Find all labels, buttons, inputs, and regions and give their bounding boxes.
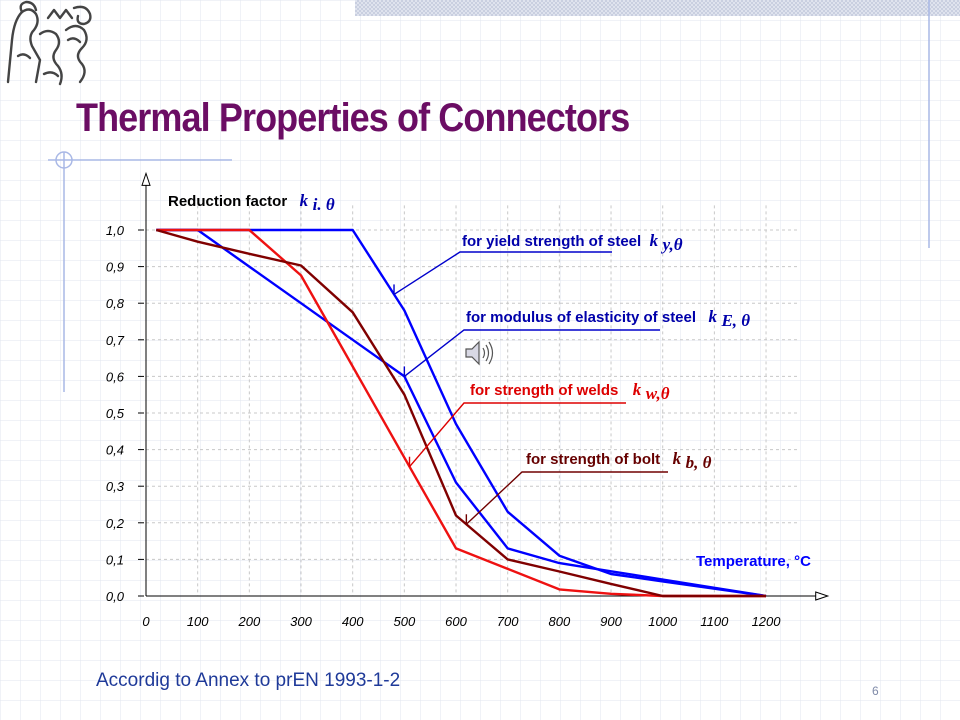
x-tick-label: 300 [290,614,312,629]
series-bolt-line [155,228,766,598]
x-tick-label: 500 [393,614,415,629]
y-axis-label-subscript: i. θ [313,195,335,214]
top-pattern-band [355,0,960,16]
y-tick-label: 0,8 [106,296,125,311]
y-tick-label: 1,0 [106,223,125,238]
y-axis-label-text: Reduction factor [168,193,287,210]
legend-yield-subscript: y,θ [661,235,683,254]
legend-bolt-text: for strength of bolt [526,451,660,468]
x-tick-label: 1200 [752,614,782,629]
legend-welds-label: for strength of welds k w,θ [470,380,670,403]
y-tick-label: 0,5 [106,406,125,421]
legend-bolt-symbol: k [673,449,682,468]
y-tick-label: 0,4 [106,443,124,458]
x-tick-label: 200 [237,614,260,629]
y-tick-label: 0,0 [106,589,125,604]
x-tick-label: 400 [342,614,364,629]
speaker-icon[interactable] [464,338,500,368]
page-title: Thermal Properties of Connectors [76,96,630,140]
x-tick-label: 700 [497,614,519,629]
x-tick-label: 1000 [648,614,678,629]
legend-modulus-label: for modulus of elasticity of steel k E, … [466,307,750,330]
chart-leader-lines [393,251,668,525]
leader-welds [408,402,626,468]
y-tick-label: 0,7 [106,333,125,348]
y-tick-label: 0,1 [106,552,124,567]
y-tick-label: 0,2 [106,516,125,531]
legend-bolt-label: for strength of bolt k b, θ [526,449,712,472]
slide-number: 6 [872,684,879,698]
x-tick-label: 900 [600,614,622,629]
legend-welds-symbol: k [633,380,642,399]
x-tick-label: 100 [187,614,209,629]
y-tick-label: 0,3 [106,479,125,494]
legend-modulus-subscript: E, θ [720,311,750,330]
legend-welds-subscript: w,θ [646,384,670,403]
legend-bolt-subscript: b, θ [686,453,712,472]
ctu-lion-logo [6,0,92,86]
y-tick-label: 0,6 [106,369,125,384]
legend-yield-text: for yield strength of steel [462,233,641,250]
leader-bolt [465,471,668,525]
leader-modulus [403,329,660,377]
x-tick-label: 800 [549,614,571,629]
x-axis-label: Temperature, °C [696,553,811,570]
series-modulus-line [156,228,767,598]
y-axis-arrow [141,171,151,186]
y-tick-label: 0,9 [106,260,124,275]
x-tick-label: 1100 [700,614,729,629]
leader-yield [393,251,612,296]
legend-yield-symbol: k [650,231,659,250]
source-note: Accordig to Annex to prEN 1993-1-2 [96,670,401,691]
y-axis-label: Reduction factor k i. θ [168,191,335,214]
chart-tick-labels: 0,0 0,1 0,2 0,3 0,4 0,5 0,6 0,7 0,8 0,9 1,0 0 100 200… [106,223,781,629]
legend-modulus-symbol: k [709,307,718,326]
x-axis-arrow [815,591,830,601]
x-tick-label: 600 [445,614,467,629]
x-tick-label: 0 [142,614,150,629]
chart-series [155,228,767,598]
y-axis-label-symbol: k [300,191,309,210]
legend-modulus-text: for modulus of elasticity of steel [466,309,696,326]
legend-yield-label: for yield strength of steel k y,θ [462,231,683,254]
legend-welds-text: for strength of welds [470,382,618,399]
